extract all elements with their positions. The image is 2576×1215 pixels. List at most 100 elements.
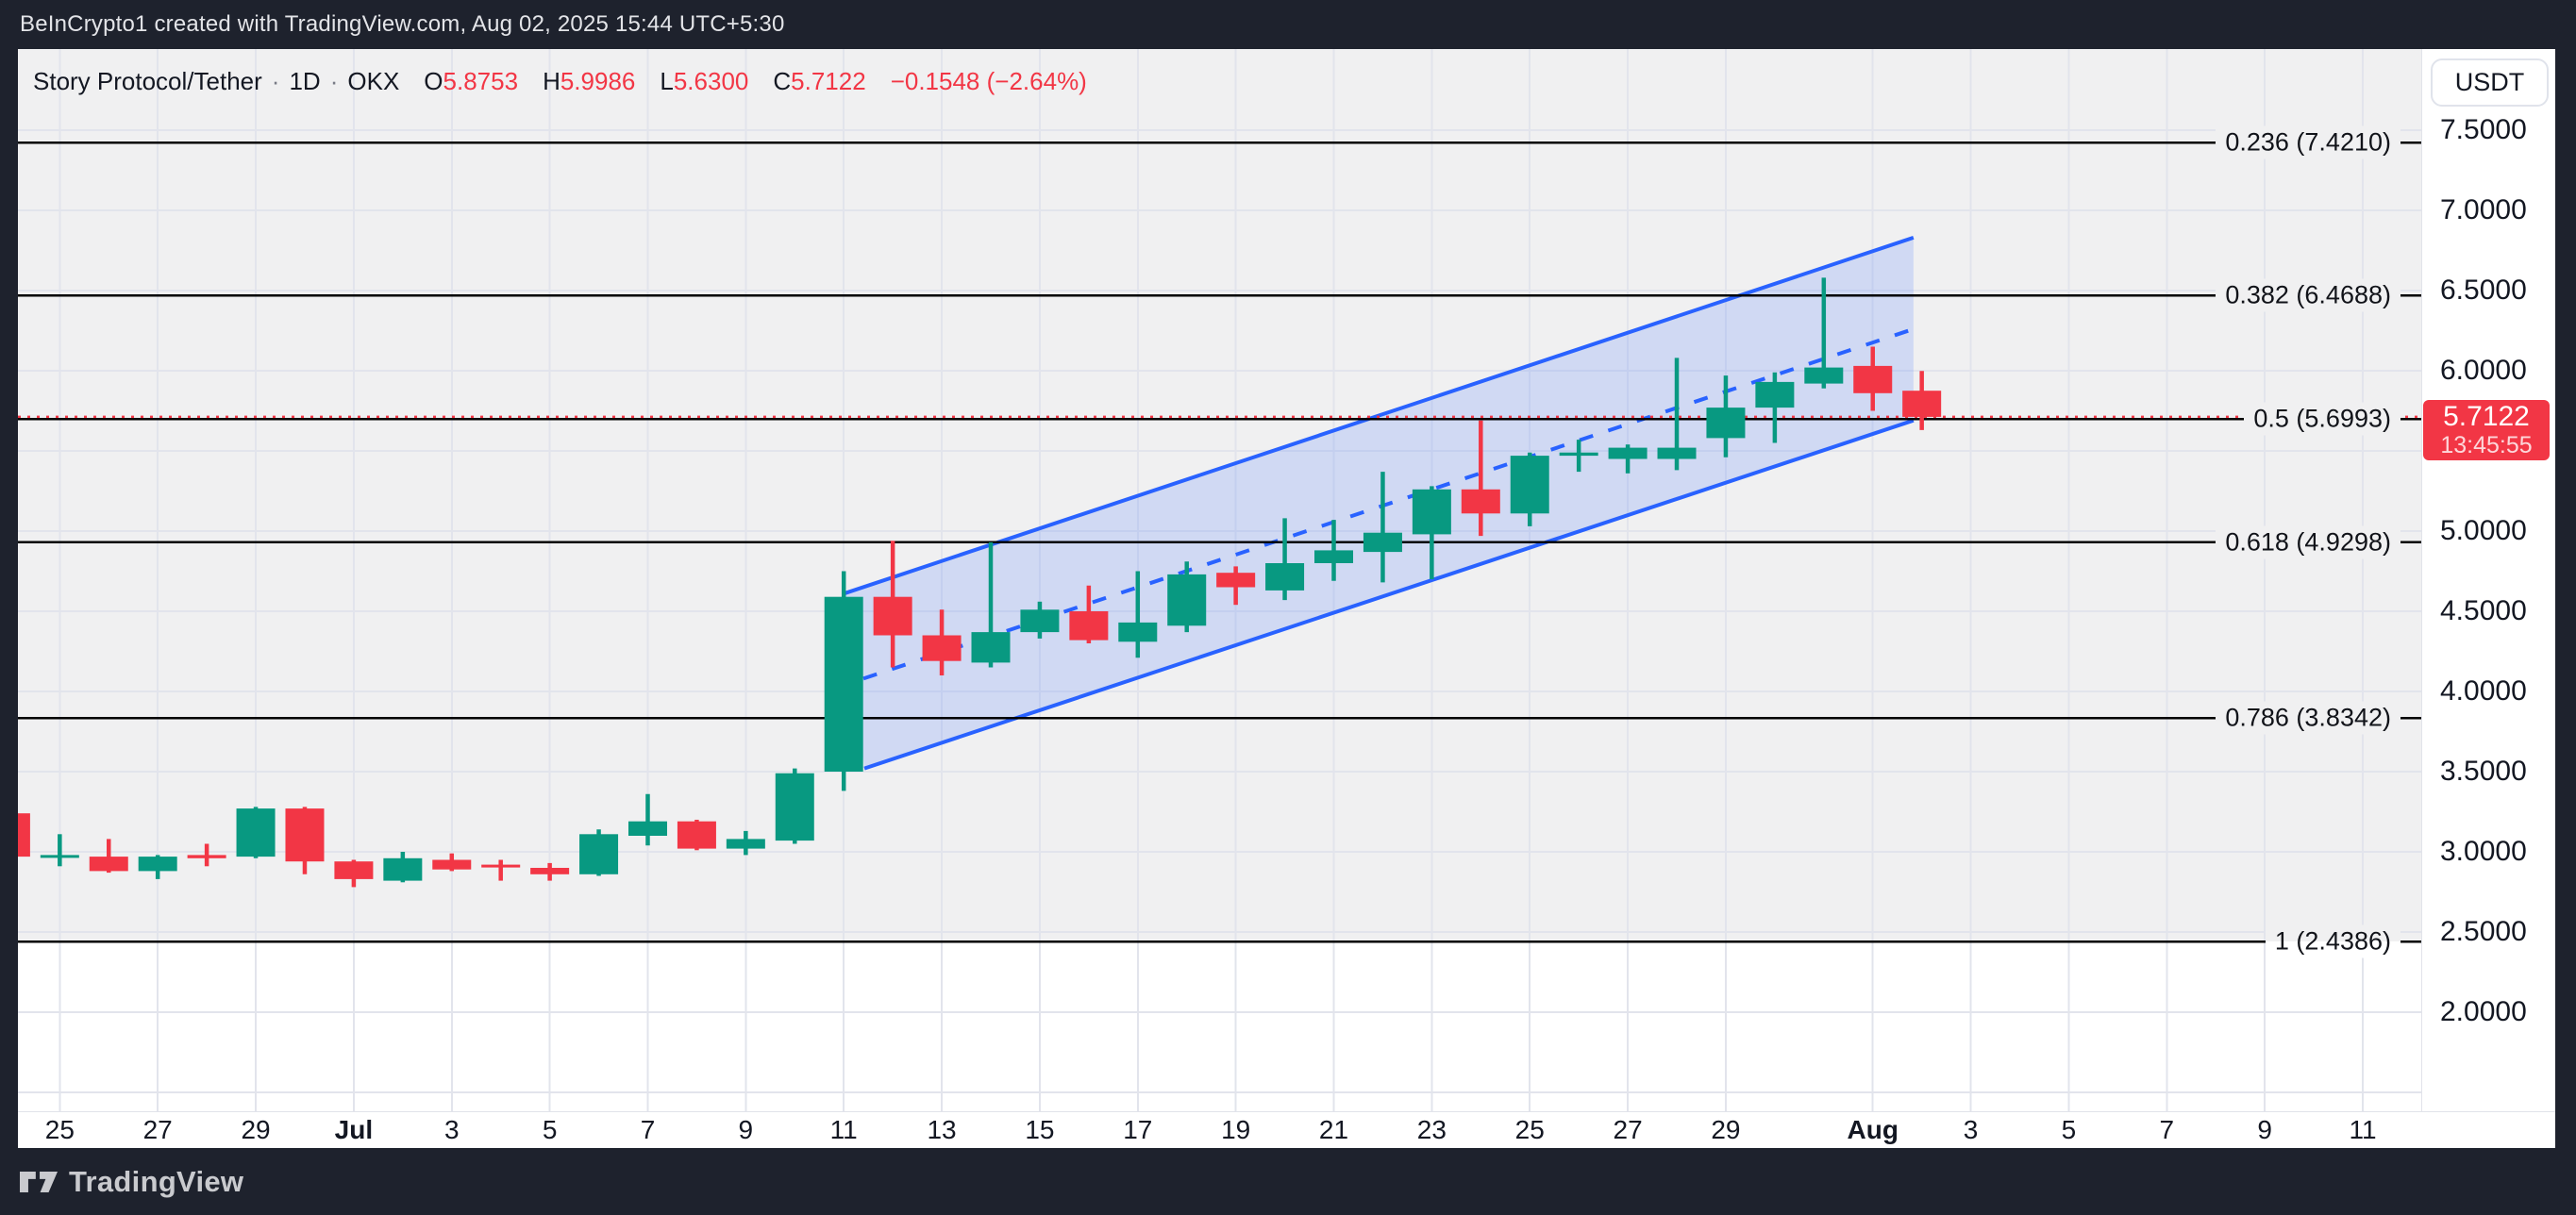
- candle-body: [1265, 563, 1305, 591]
- time-axis-label: Jul: [334, 1115, 374, 1144]
- price-axis-label: 7.5000: [2440, 114, 2527, 145]
- candle-jul-27: [1608, 444, 1648, 474]
- time-axis-label: 29: [1711, 1115, 1741, 1144]
- candle-body: [971, 632, 1011, 663]
- time-axis-label: 9: [738, 1115, 754, 1144]
- candle-jul-6: [579, 829, 619, 876]
- price-axis-separator: [2421, 49, 2422, 1111]
- legend-separator: ·: [329, 66, 339, 95]
- tradingview-logo-text: TradingView: [69, 1164, 244, 1198]
- candle-body: [187, 855, 226, 858]
- candle-jul-7: [627, 793, 667, 846]
- time-axis-label: 15: [1025, 1115, 1055, 1144]
- candle-jul-14: [971, 541, 1011, 668]
- channel-lower-line[interactable]: [863, 418, 1915, 771]
- exchange-name[interactable]: OKX: [347, 66, 400, 95]
- candle-body: [40, 855, 79, 858]
- candle-jul-28: [1657, 358, 1697, 471]
- time-axis-label: 5: [542, 1115, 558, 1144]
- candle-jun-27: [138, 855, 177, 879]
- candle-body: [873, 596, 912, 636]
- candle-body: [481, 864, 521, 868]
- time-axis-label: 7: [2159, 1115, 2175, 1144]
- channel-upper-line[interactable]: [843, 236, 1915, 596]
- candle-body: [579, 834, 619, 874]
- candle-body: [726, 839, 765, 849]
- price-axis-label: 2.5000: [2440, 916, 2527, 947]
- time-axis-label: 25: [44, 1115, 75, 1144]
- candle-jun-26: [89, 839, 128, 874]
- ohlc-open: O5.8753: [424, 66, 519, 95]
- time-axis-label: Aug: [1847, 1115, 1899, 1144]
- candle-body: [1510, 456, 1549, 514]
- time-axis-label: 27: [1613, 1115, 1643, 1144]
- ohlc-low: L5.6300: [660, 66, 749, 95]
- candle-jul-23: [1412, 486, 1451, 579]
- tradingview-logo[interactable]: TradingView: [0, 1165, 243, 1199]
- time-axis-label: 21: [1318, 1115, 1349, 1144]
- price-axis-label: 6.0000: [2440, 355, 2527, 386]
- price-change: −0.1548 (−2.64%): [890, 66, 1087, 95]
- time-axis-label: 19: [1221, 1115, 1251, 1144]
- grid: [18, 49, 2421, 1111]
- tradingview-logo-icon: [20, 1171, 58, 1192]
- candle-jul-4: [481, 859, 521, 881]
- candle-body: [627, 821, 667, 836]
- symbol-name[interactable]: Story Protocol/Tether: [33, 66, 262, 95]
- candle-jul-2: [383, 852, 423, 883]
- candle-jul-30: [1755, 372, 1795, 443]
- last-price-value: 5.7122: [2443, 400, 2530, 432]
- candle-body: [677, 821, 716, 849]
- candle-body: [383, 857, 423, 881]
- time-axis-label: 3: [443, 1115, 460, 1144]
- fib-retracement-lines[interactable]: [18, 141, 2421, 943]
- candle-aug-2: [1902, 371, 1942, 430]
- price-chart-canvas[interactable]: [18, 49, 2421, 1111]
- fib-band-fill: [18, 49, 2421, 942]
- last-price-badge: 5.7122 13:45:55: [2423, 399, 2550, 460]
- legend-separator: ·: [271, 66, 280, 95]
- candle-jul-8: [677, 820, 716, 851]
- time-axis[interactable]: 25 27 29 Jul 3 5 7 9 11 13 15 17 19 21 23 25 27 29 Aug 3 5 7 9…: [18, 1112, 2421, 1148]
- candle-jul-18: [1167, 561, 1207, 633]
- candle-body: [1069, 611, 1109, 641]
- candle-jul-26: [1559, 440, 1598, 473]
- time-axis-label: 29: [241, 1115, 271, 1144]
- bar-countdown: 13:45:55: [2440, 431, 2533, 458]
- candle-jul-11: [824, 571, 863, 791]
- candle-body: [1118, 622, 1158, 642]
- time-axis-label: 11: [2349, 1115, 2377, 1144]
- candle-body: [432, 859, 472, 870]
- candle-jul-25: [1510, 452, 1549, 526]
- candle-jun-29: [236, 807, 276, 858]
- candle-body: [18, 813, 30, 857]
- candle-body: [1363, 532, 1402, 553]
- candle-jul-3: [432, 853, 472, 872]
- candle-body: [1461, 489, 1500, 514]
- candle-body: [1608, 447, 1648, 459]
- candle-body: [1853, 365, 1893, 393]
- candle-body: [1706, 408, 1746, 439]
- price-axis[interactable]: USDT 5.7122 13:45:55 7.5000 7.0000 6.5000 6…: [2422, 49, 2555, 1111]
- candle-jul-16: [1069, 585, 1109, 643]
- candle-body: [775, 773, 814, 841]
- currency-toggle-button[interactable]: USDT: [2431, 58, 2549, 107]
- time-axis-label: 27: [142, 1115, 173, 1144]
- timeframe-label[interactable]: 1D: [289, 66, 321, 95]
- candle-jul-10: [775, 768, 814, 844]
- candle-jun-24: [18, 813, 30, 857]
- candle-jul-20: [1265, 518, 1305, 601]
- candle-jul-12: [873, 541, 912, 668]
- candle-body: [1902, 391, 1942, 417]
- candle-body: [1216, 573, 1256, 588]
- candle-jun-30: [285, 807, 325, 874]
- ohlc-close: C5.7122: [773, 66, 866, 95]
- chart-panel: 0.236 (7.4210) 0.382 (6.4688) 0.5 (5.6993)…: [18, 49, 2555, 1148]
- price-axis-label: 7.0000: [2440, 194, 2527, 225]
- candle-body: [1314, 550, 1354, 563]
- price-axis-label: 3.0000: [2440, 836, 2527, 867]
- candle-jul-21: [1314, 520, 1354, 581]
- candle-jul-24: [1461, 420, 1500, 537]
- candle-body: [236, 808, 276, 857]
